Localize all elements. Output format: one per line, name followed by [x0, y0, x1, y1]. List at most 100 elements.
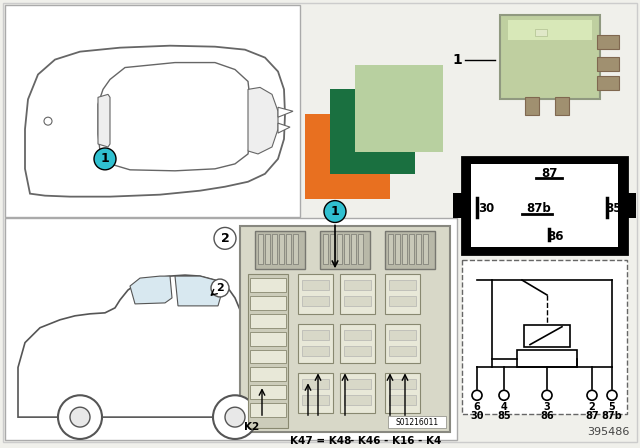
Text: S01216011: S01216011 [396, 418, 438, 426]
Text: 87: 87 [585, 411, 599, 421]
Polygon shape [175, 276, 222, 306]
Text: 87b: 87b [527, 202, 552, 215]
Polygon shape [130, 276, 172, 304]
Bar [340, 374, 375, 413]
Bar [453, 193, 464, 219]
Text: 85: 85 [497, 411, 511, 421]
Bar [625, 193, 636, 219]
Bar [330, 234, 335, 264]
Bar [385, 324, 420, 363]
Bar [524, 325, 570, 347]
Bar [5, 219, 457, 440]
Bar [302, 379, 329, 389]
Circle shape [324, 201, 346, 223]
Bar [389, 395, 416, 405]
Bar [279, 234, 284, 264]
Text: 2: 2 [589, 402, 595, 412]
Bar [250, 278, 286, 292]
Bar [517, 349, 577, 367]
Bar [250, 385, 286, 399]
Bar [250, 314, 286, 328]
Bar [340, 324, 375, 363]
Text: K2: K2 [244, 422, 260, 432]
Bar [298, 374, 333, 413]
Text: 86: 86 [540, 411, 554, 421]
Bar [344, 330, 371, 340]
Bar [351, 234, 356, 264]
Bar [340, 274, 375, 314]
Bar [597, 77, 619, 90]
Text: 30: 30 [478, 202, 494, 215]
Text: 86: 86 [547, 230, 563, 243]
Circle shape [58, 395, 102, 439]
Bar [302, 296, 329, 306]
Bar [255, 232, 305, 269]
Bar [344, 234, 349, 264]
Bar [323, 234, 328, 264]
Bar [402, 234, 407, 264]
Text: 85: 85 [605, 202, 621, 215]
Circle shape [542, 390, 552, 400]
Bar [250, 367, 286, 381]
Bar [500, 15, 600, 99]
Bar [389, 379, 416, 389]
Bar [305, 114, 390, 198]
Bar [597, 56, 619, 70]
Bar [409, 234, 414, 264]
Polygon shape [25, 46, 285, 197]
Bar [395, 234, 400, 264]
Text: 2: 2 [221, 232, 229, 245]
Text: 5: 5 [609, 402, 616, 412]
Polygon shape [98, 63, 250, 171]
Bar [525, 97, 539, 115]
Bar [355, 65, 443, 152]
Text: 6: 6 [474, 402, 481, 412]
Text: 30: 30 [470, 411, 484, 421]
Bar [385, 274, 420, 314]
Bar [240, 226, 450, 432]
Text: 3: 3 [543, 402, 550, 412]
Text: 1: 1 [331, 205, 339, 218]
Bar [344, 296, 371, 306]
Bar [272, 234, 277, 264]
Polygon shape [18, 275, 285, 417]
Bar [250, 403, 286, 417]
Bar [555, 97, 569, 115]
Bar [385, 374, 420, 413]
Text: K47 = K48: K47 = K48 [290, 436, 351, 446]
Bar [389, 280, 416, 290]
Text: 87b: 87b [602, 411, 622, 421]
Polygon shape [98, 95, 110, 147]
Bar [471, 164, 618, 247]
Text: 1: 1 [100, 152, 109, 165]
Text: 87: 87 [541, 167, 557, 180]
Polygon shape [278, 123, 290, 133]
Circle shape [211, 279, 229, 297]
Bar [508, 20, 592, 40]
Bar [388, 416, 446, 428]
Circle shape [587, 390, 597, 400]
Bar [250, 296, 286, 310]
Bar [344, 280, 371, 290]
Bar [250, 349, 286, 363]
Text: 1: 1 [452, 52, 462, 67]
Bar [535, 29, 547, 36]
Polygon shape [278, 107, 293, 117]
Bar [358, 234, 363, 264]
Bar [302, 330, 329, 340]
Bar [302, 345, 329, 356]
Circle shape [94, 148, 116, 170]
Bar [265, 234, 270, 264]
Text: 395486: 395486 [588, 427, 630, 437]
Bar [302, 395, 329, 405]
Bar [385, 232, 435, 269]
Bar [344, 345, 371, 356]
Text: - K46 - K16 - K4: - K46 - K16 - K4 [350, 436, 442, 446]
Bar [416, 234, 421, 264]
Bar [320, 232, 370, 269]
Bar [344, 395, 371, 405]
Bar [389, 296, 416, 306]
Bar [258, 234, 263, 264]
Bar [337, 234, 342, 264]
Circle shape [499, 390, 509, 400]
